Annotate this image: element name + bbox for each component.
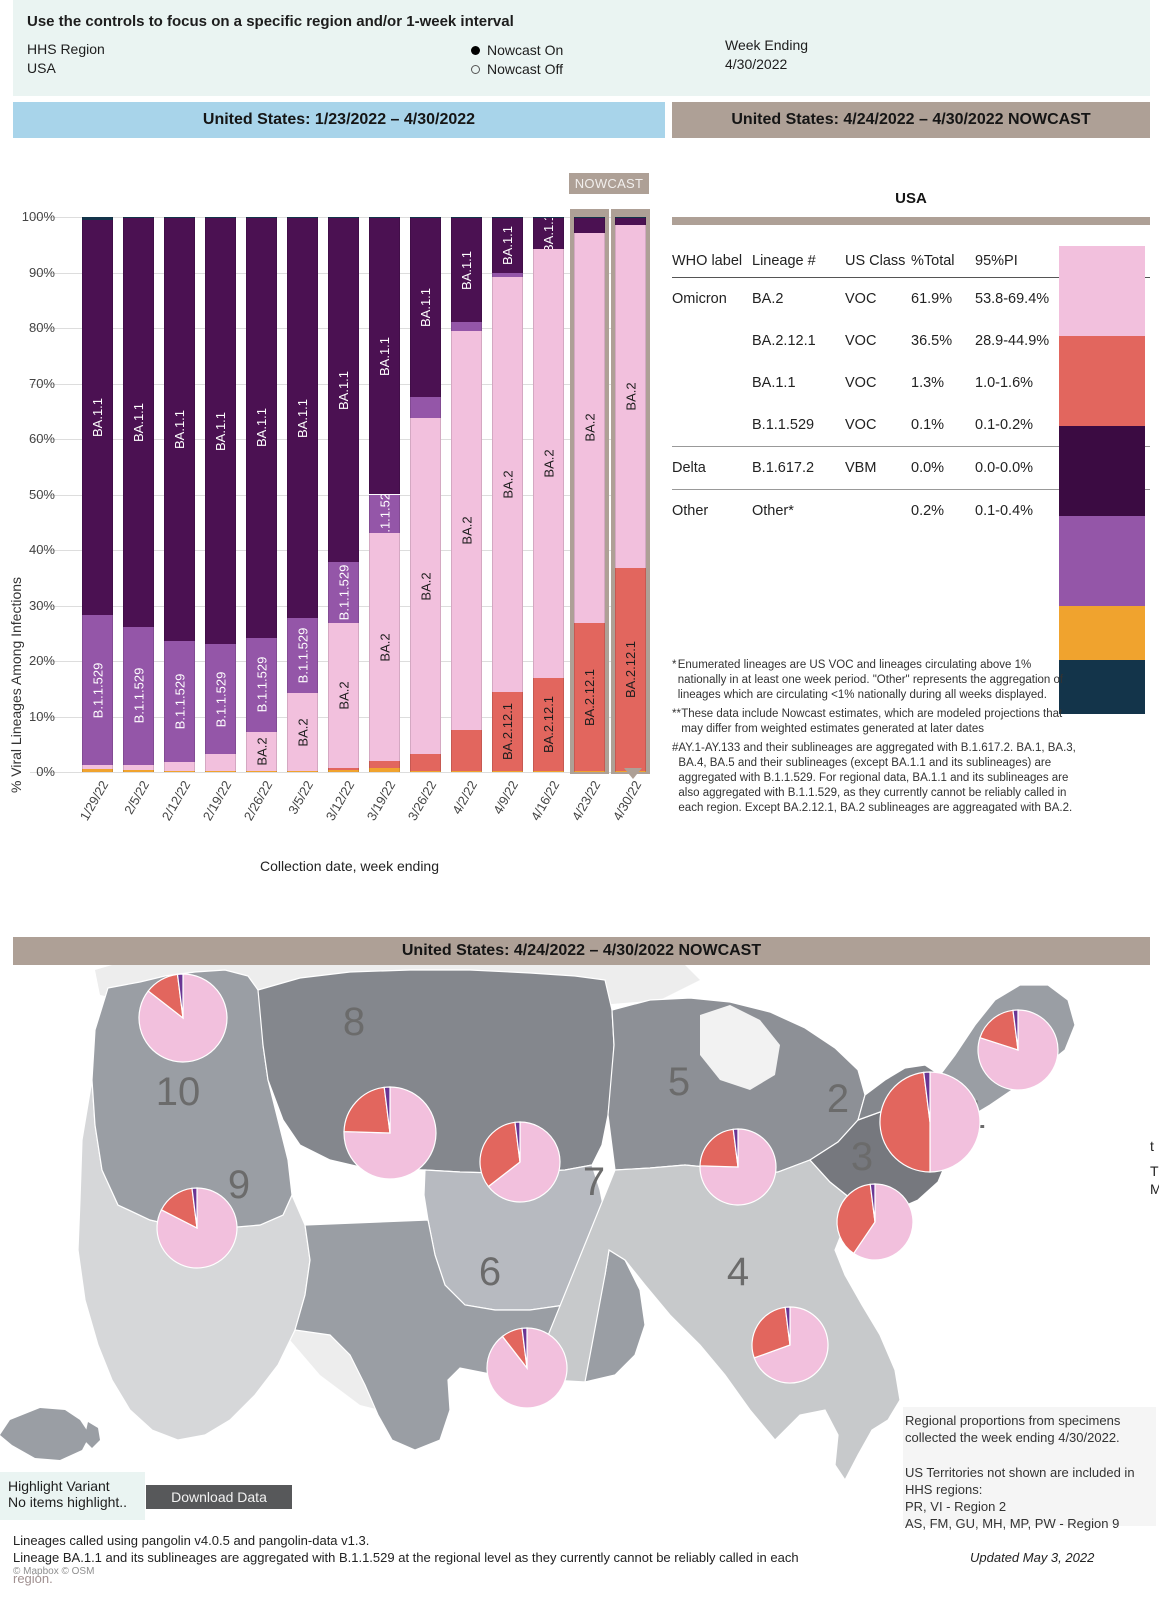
svg-text:10: 10 (156, 1070, 201, 1114)
svg-text:9: 9 (228, 1163, 250, 1207)
svg-text:6: 6 (479, 1250, 501, 1294)
svg-text:5: 5 (668, 1060, 690, 1104)
svg-text:7: 7 (583, 1160, 605, 1204)
svg-text:3: 3 (851, 1135, 873, 1179)
svg-text:4: 4 (727, 1250, 749, 1294)
svg-text:2: 2 (827, 1077, 849, 1121)
svg-text:8: 8 (343, 1000, 365, 1044)
